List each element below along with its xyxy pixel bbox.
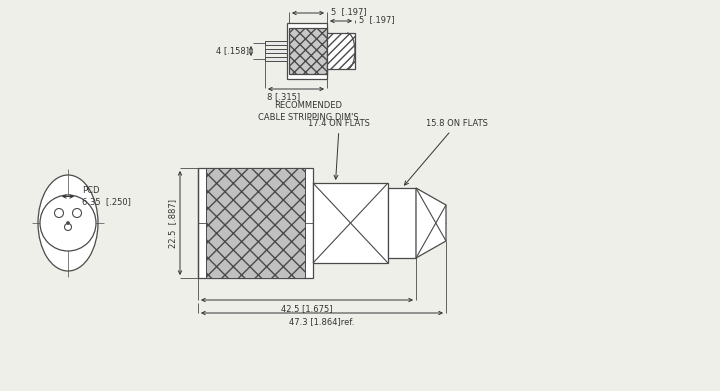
Text: 5  [.197]: 5 [.197] bbox=[331, 7, 366, 16]
Text: 22.5  [.887]: 22.5 [.887] bbox=[168, 199, 177, 248]
Text: PCD
6.35  [.250]: PCD 6.35 [.250] bbox=[82, 187, 131, 206]
Bar bbox=[206, 168, 305, 278]
Circle shape bbox=[55, 208, 63, 217]
Polygon shape bbox=[416, 188, 446, 258]
Bar bbox=[289, 28, 327, 74]
Circle shape bbox=[73, 208, 81, 217]
Text: 15.8 ON FLATS: 15.8 ON FLATS bbox=[405, 119, 488, 185]
Text: 8 [.315]: 8 [.315] bbox=[267, 92, 300, 101]
Bar bbox=[287, 23, 327, 79]
Circle shape bbox=[66, 221, 70, 224]
Text: 4 [.158]: 4 [.158] bbox=[216, 47, 249, 56]
Text: RECOMMENDED
CABLE STRIPPING DIM'S: RECOMMENDED CABLE STRIPPING DIM'S bbox=[258, 101, 359, 122]
Bar bbox=[198, 168, 313, 278]
Text: 42.5 [1.675]: 42.5 [1.675] bbox=[282, 304, 333, 313]
Bar bbox=[265, 49, 287, 53]
Bar bbox=[388, 188, 416, 258]
Text: 17.4 ON FLATS: 17.4 ON FLATS bbox=[308, 119, 370, 179]
Bar bbox=[265, 41, 287, 45]
Bar bbox=[313, 183, 388, 263]
Circle shape bbox=[65, 224, 71, 231]
Bar bbox=[327, 33, 355, 69]
Text: 5  [.197]: 5 [.197] bbox=[359, 16, 395, 25]
Ellipse shape bbox=[38, 175, 98, 271]
Circle shape bbox=[40, 195, 96, 251]
Text: 47.3 [1.864]ref.: 47.3 [1.864]ref. bbox=[289, 317, 355, 326]
Bar bbox=[265, 57, 287, 61]
